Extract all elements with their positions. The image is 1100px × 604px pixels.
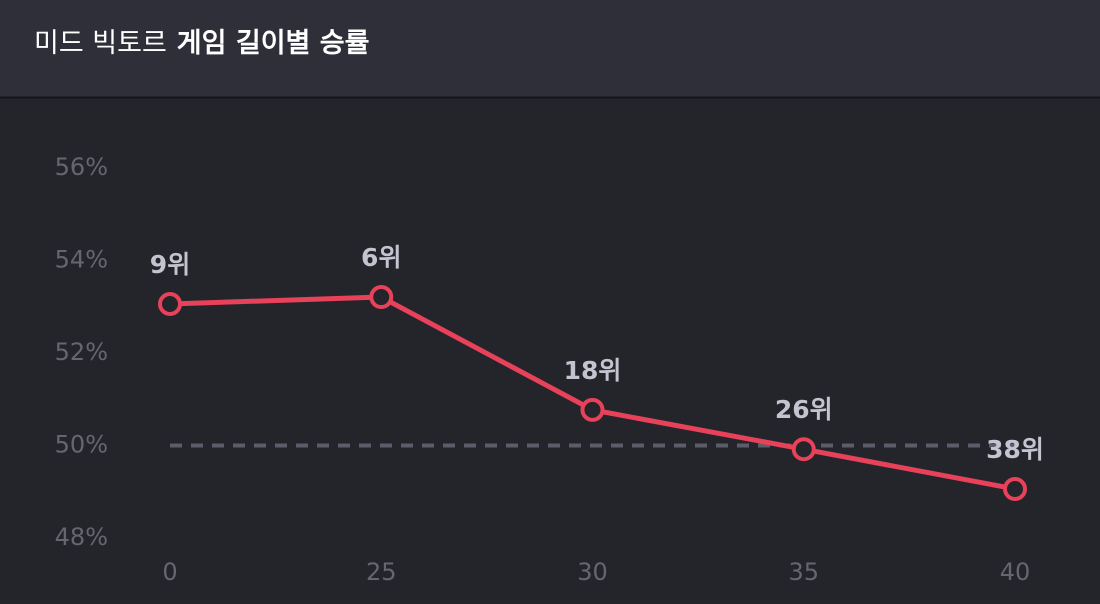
chart-title: 미드 빅토르 게임 길이별 승률 bbox=[34, 28, 369, 59]
x-tick-label: 30 bbox=[577, 558, 608, 586]
point bbox=[369, 285, 394, 310]
point-label: 26위 bbox=[775, 395, 833, 424]
point-label: 38위 bbox=[986, 435, 1044, 464]
y-tick-label: 56% bbox=[55, 153, 108, 181]
title-main: 게임 길이별 승률 bbox=[177, 28, 370, 59]
point bbox=[580, 397, 605, 422]
y-tick-label: 54% bbox=[55, 246, 108, 274]
header bbox=[0, 0, 1100, 97]
x-tick-label: 0 bbox=[162, 558, 177, 586]
point-label: 9위 bbox=[150, 250, 190, 279]
x-tick-label: 35 bbox=[788, 558, 819, 586]
x-tick-label: 40 bbox=[1000, 558, 1031, 586]
y-tick-label: 52% bbox=[55, 338, 108, 366]
y-tick-label: 50% bbox=[55, 431, 108, 459]
x-tick-label: 25 bbox=[366, 558, 397, 586]
point-label: 18위 bbox=[564, 356, 622, 385]
point bbox=[791, 437, 816, 462]
point-label: 6위 bbox=[361, 243, 401, 272]
point bbox=[158, 291, 182, 316]
title-prefix: 미드 빅토르 bbox=[34, 28, 167, 59]
y-tick-label: 48% bbox=[55, 523, 108, 551]
point bbox=[1003, 476, 1027, 501]
